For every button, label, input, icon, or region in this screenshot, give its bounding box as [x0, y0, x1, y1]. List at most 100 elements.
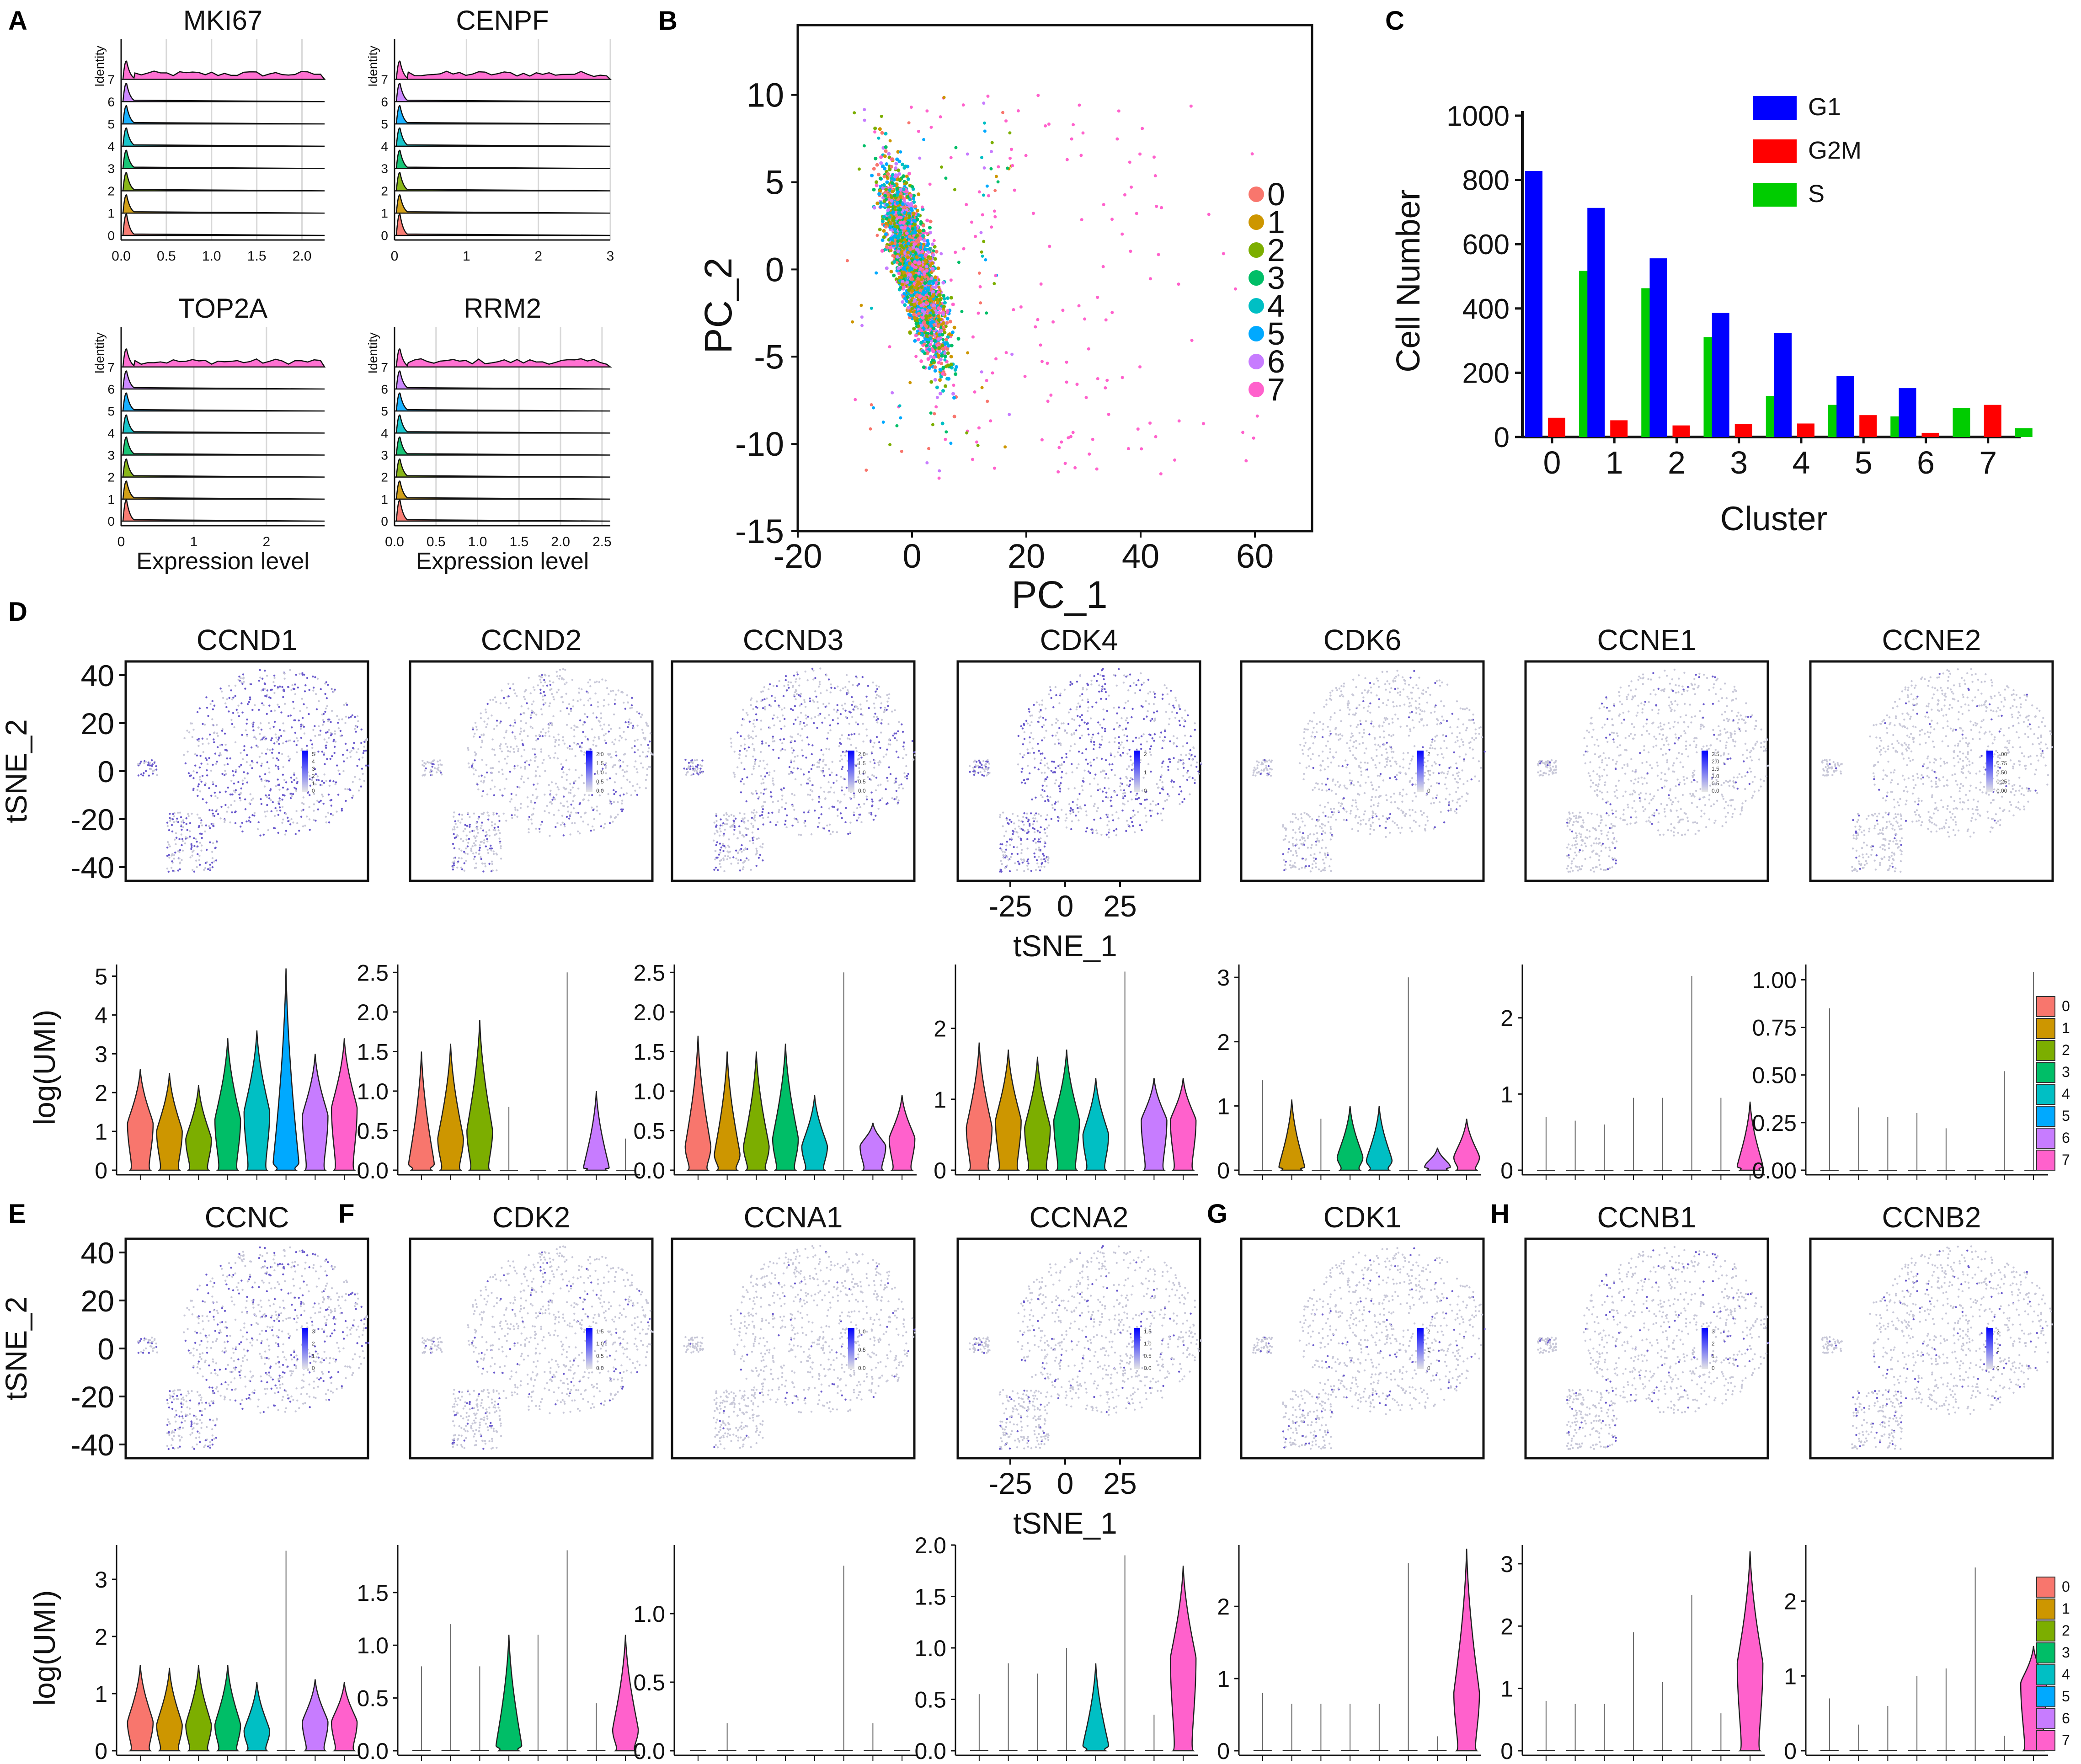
pca-outlier-cluster-7	[1160, 206, 1163, 209]
tsne-cell	[576, 700, 579, 702]
tsne-cell	[224, 770, 226, 772]
pca-point-cluster-7	[951, 303, 955, 307]
pca-outlier-cluster-0	[907, 121, 911, 125]
pca-outlier-cluster-7	[1004, 119, 1008, 123]
ridge-density-cluster-7	[121, 348, 326, 368]
pca-point-cluster-7	[897, 272, 901, 276]
tsne-cell	[196, 738, 199, 741]
tsne-cell	[569, 833, 571, 836]
tsne-cell	[580, 815, 582, 818]
tsne-cell	[292, 701, 294, 703]
tsne-cell	[346, 749, 348, 751]
tsne-cell	[591, 794, 593, 796]
tsne-cell	[457, 860, 459, 863]
tsne-cell	[613, 789, 615, 791]
tsne-cell	[572, 807, 575, 810]
tsne-cell	[488, 835, 491, 837]
pca-point-cluster-4	[896, 211, 901, 215]
tsne-cell	[570, 789, 572, 791]
tsne-cell	[505, 742, 507, 745]
pca-outlier-cluster-1	[917, 332, 921, 336]
tsne-cell	[363, 741, 366, 743]
pca-point-cluster-0	[891, 157, 895, 161]
tsne-cell	[632, 727, 635, 729]
tsne-cell	[530, 714, 532, 717]
tsne-cell	[198, 825, 200, 827]
tsne-cell	[342, 770, 345, 772]
ridge-density-cluster-4	[395, 127, 611, 147]
tsne-cell	[330, 805, 332, 807]
ridge-cluster-label: 7	[107, 360, 115, 374]
pca-point-cluster-1	[906, 256, 910, 260]
tsne-cell	[240, 792, 242, 794]
tsne-cell	[433, 767, 436, 769]
tsne-cell	[251, 722, 254, 725]
tsne-cell	[474, 855, 476, 858]
ridge-cluster-label: 4	[107, 426, 115, 440]
tsne-cell	[496, 869, 498, 872]
tsne-cell	[612, 689, 614, 692]
tsne-cell	[512, 748, 515, 750]
tsne-cell	[195, 859, 197, 862]
tsne-cell	[258, 756, 261, 758]
pca-outlier-cluster-7	[1102, 203, 1105, 207]
tsne-colorbar-label: 2	[312, 773, 315, 779]
pca-outlier-cluster-7	[1190, 339, 1194, 342]
pca-point-cluster-4	[945, 296, 950, 300]
tsne-cell	[241, 779, 244, 782]
tsne-cell	[603, 739, 606, 741]
tsne-cell	[486, 703, 489, 705]
tsne-cell	[451, 861, 454, 863]
pca-point-cluster-6	[919, 323, 923, 327]
pca-point-cluster-4	[891, 173, 895, 177]
pca-outlier-cluster-7	[937, 476, 941, 480]
tsne-cell	[305, 706, 308, 709]
bar-g1-cluster-2	[1649, 258, 1667, 437]
pca-point-cluster-6	[931, 303, 935, 307]
tsne-cell	[282, 722, 284, 725]
tsne-cell	[562, 766, 564, 768]
bar-xlabel: Cluster	[1720, 500, 1827, 538]
tsne-cell	[314, 735, 316, 737]
tsne-cell	[211, 851, 213, 853]
tsne-cell	[516, 745, 518, 748]
tsne-cell	[234, 695, 236, 697]
tsne-cell	[478, 775, 480, 778]
tsne-cell	[480, 712, 482, 714]
tsne-cell	[496, 853, 498, 856]
tsne-cell	[431, 765, 433, 768]
pca-outlier-cluster-7	[1065, 360, 1068, 364]
pca-point-cluster-7	[914, 333, 918, 337]
tsne-cell	[640, 716, 642, 719]
bar-legend-key-g2m	[1753, 139, 1797, 163]
tsne-cell	[295, 777, 298, 779]
pca-point-cluster-4	[880, 219, 885, 224]
tsne-cell	[542, 728, 544, 730]
tsne-cell	[277, 766, 279, 768]
tsne-cell	[180, 825, 182, 827]
tsne-cell	[295, 810, 298, 812]
pca-outlier-cluster-7	[1233, 287, 1237, 291]
pca-outlier-cluster-7	[1177, 282, 1180, 286]
pca-point-cluster-3	[906, 295, 910, 299]
tsne-cell	[241, 821, 243, 824]
tsne-cell	[191, 736, 194, 738]
tsne-cell	[531, 703, 533, 705]
tsne-cell	[568, 817, 571, 820]
tsne-cell	[559, 675, 561, 677]
tsne-cell	[620, 736, 623, 739]
pca-outlier-cluster-0	[869, 427, 872, 431]
pca-point-cluster-2	[882, 235, 886, 239]
tsne-cell	[425, 767, 427, 770]
tsne-cell	[573, 822, 576, 824]
tsne-cell	[511, 817, 513, 819]
tsne-cell	[289, 714, 292, 717]
tsne-cell	[559, 668, 561, 671]
tsne-cell	[211, 866, 214, 869]
tsne-cell	[243, 681, 245, 683]
tsne-cell	[230, 719, 233, 721]
tsne-cell	[547, 730, 550, 733]
tsne-cell	[597, 701, 599, 703]
tsne-cell	[201, 775, 204, 777]
